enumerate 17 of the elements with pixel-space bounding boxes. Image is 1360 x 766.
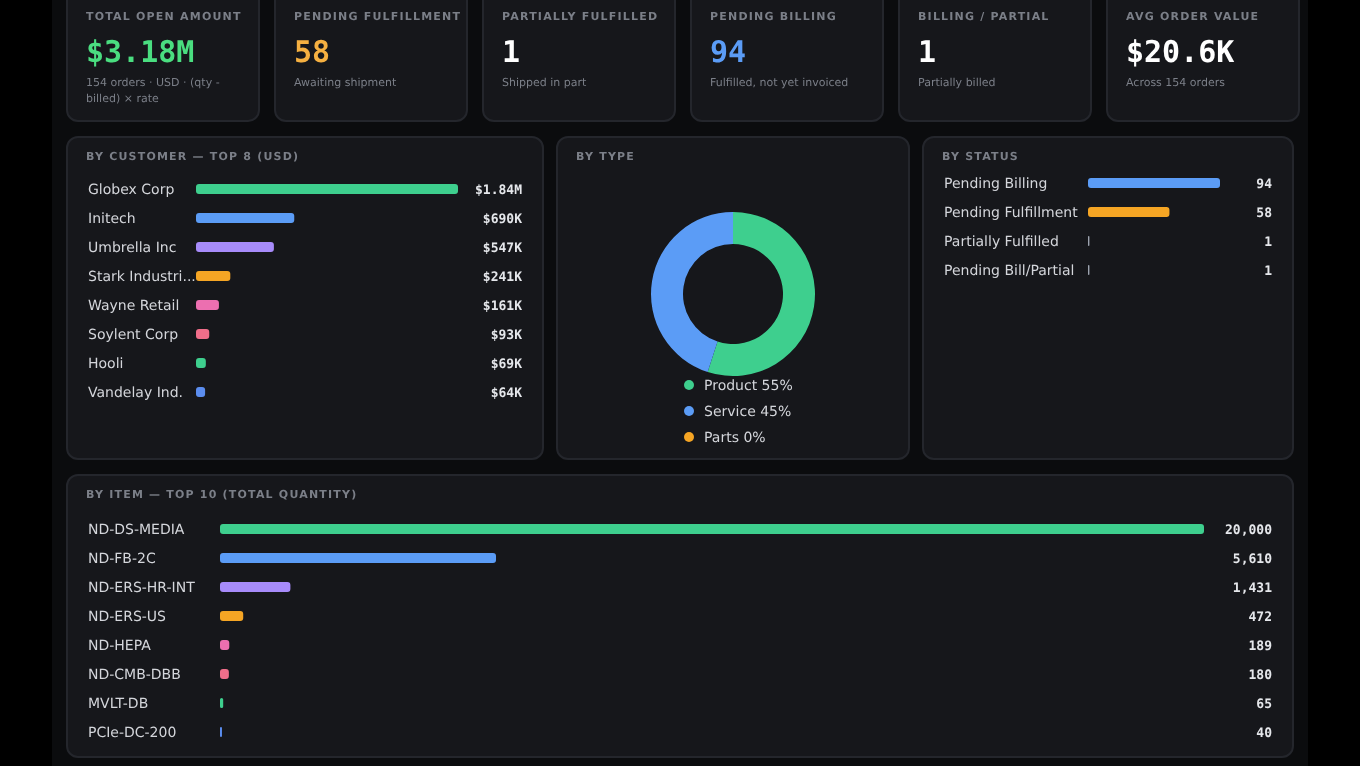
donut-slice: [707, 212, 815, 376]
bar: [196, 184, 458, 194]
bar: [196, 242, 274, 252]
text: 94: [710, 34, 747, 70]
bar: [196, 300, 219, 310]
bar: [220, 553, 497, 563]
text: 1: [502, 34, 521, 70]
donut-slice: [651, 212, 733, 372]
bar: [220, 524, 1204, 534]
text: $3.18M: [86, 34, 195, 70]
bar: [196, 213, 295, 223]
bar: [220, 611, 244, 621]
bar: [220, 582, 291, 592]
bar: [196, 271, 231, 281]
text: $20.6K: [1126, 34, 1235, 70]
text: 58: [294, 34, 331, 70]
text: 1: [918, 34, 937, 70]
